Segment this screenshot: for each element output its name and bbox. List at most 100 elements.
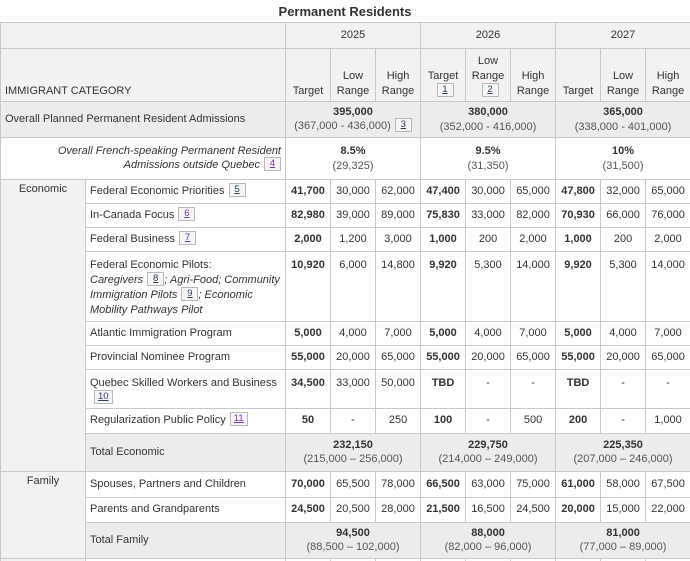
- value-cell: 65,500: [330, 470, 376, 498]
- value-cell: 47,800: [555, 179, 602, 204]
- value-cell: 1,000: [555, 227, 602, 252]
- value-cell: 24,500: [285, 496, 331, 523]
- value-cell: 33,000: [465, 203, 512, 228]
- french-2025-cell: 8.5% (29,325): [284, 137, 422, 180]
- footnote-2-link[interactable]: 2: [487, 84, 493, 95]
- value-cell: TBD: [420, 369, 467, 409]
- value-cell: 62,000: [374, 179, 422, 204]
- footnote-marker: 4: [264, 157, 281, 172]
- value-cell: -: [600, 407, 647, 434]
- value-cell: 4,000: [600, 321, 647, 346]
- target-header-2026-label: Target: [427, 70, 459, 83]
- value-cell: 1,000: [645, 407, 690, 434]
- row-label: Atlantic Immigration Program: [85, 321, 286, 346]
- table-row: Regularization Public Policy 11 50 - 250 …: [1, 407, 690, 434]
- value-cell: 7,000: [510, 321, 557, 346]
- footnote-8-link[interactable]: 8: [153, 272, 159, 284]
- value-cell: 39,000: [330, 203, 376, 228]
- value-cell: -: [600, 369, 647, 409]
- value-cell: TBD: [555, 369, 602, 409]
- footnote-4-link[interactable]: 4: [269, 158, 276, 170]
- value-cell: 89,000: [374, 203, 422, 228]
- high-range-header-2025: High Range: [374, 48, 422, 102]
- footnote-6-link[interactable]: 6: [184, 208, 190, 219]
- immigrant-category-header: IMMIGRANT CATEGORY: [0, 48, 286, 102]
- value-cell: 70,930: [555, 203, 602, 228]
- value-cell: 1,000: [420, 227, 467, 252]
- value-cell: 63,000: [465, 470, 512, 498]
- value-cell: 1,200: [330, 227, 376, 252]
- total-economic-2027-cell: 225,350 (207,000 – 246,000): [555, 432, 690, 472]
- footnote-1-link[interactable]: 1: [442, 84, 448, 95]
- footnote-3-link[interactable]: 3: [400, 119, 406, 131]
- overall-2025-range: (367,000 - 436,000) 3: [290, 118, 416, 134]
- value-cell: 2,000: [510, 227, 557, 252]
- value-cell: 15,000: [600, 496, 647, 523]
- footnote-marker: 8: [147, 271, 165, 286]
- value-cell: 14,000: [645, 251, 690, 322]
- overall-admissions-label: Overall Planned Permanent Resident Admis…: [0, 101, 286, 138]
- value-cell: 75,000: [510, 470, 557, 498]
- value-cell: 14,800: [374, 251, 422, 322]
- permanent-residents-table: 2025 2026 2027 IMMIGRANT CATEGORY Target…: [0, 22, 690, 561]
- overall-2026-range: (352,000 - 416,000): [439, 120, 537, 133]
- value-cell: 7,000: [374, 321, 422, 346]
- overall-2027-value: 365,000: [603, 105, 643, 118]
- overall-2027-range: (338,000 - 401,000): [574, 120, 672, 133]
- value-cell: 66,500: [420, 470, 467, 498]
- overall-2025-value: 395,000: [333, 105, 373, 118]
- value-cell: 58,000: [600, 470, 647, 498]
- value-cell: 70,000: [285, 470, 331, 498]
- value-cell: 2,000: [645, 227, 690, 252]
- value-cell: 55,000: [420, 345, 467, 370]
- value-cell: 20,000: [600, 345, 647, 370]
- footnote-marker: 5: [228, 183, 246, 197]
- category-economic: Economic: [0, 179, 86, 472]
- total-family-row: Total Family 94,500 (88,500 – 102,000) 8…: [1, 521, 690, 559]
- value-cell: 250: [374, 407, 422, 434]
- row-label: In-Canada Focus 6: [85, 203, 286, 228]
- footnote-10-link[interactable]: 10: [98, 390, 109, 402]
- value-cell: 32,000: [600, 179, 647, 204]
- overall-admissions-row: Overall Planned Permanent Resident Admis…: [0, 101, 690, 138]
- value-cell: -: [510, 369, 557, 409]
- category-family: Family: [0, 470, 86, 559]
- value-cell: 47,400: [420, 179, 467, 204]
- row-label: Federal Economic Pilots: Caregivers 8; Ag…: [85, 251, 286, 322]
- value-cell: 16,500: [465, 496, 512, 523]
- value-cell: 5,000: [555, 321, 602, 346]
- value-cell: 78,000: [374, 470, 422, 498]
- value-cell: 82,980: [285, 203, 331, 228]
- year-header-2026: 2026: [420, 22, 557, 49]
- total-economic-label: Total Economic: [85, 432, 286, 472]
- value-cell: 100: [420, 407, 467, 434]
- table-title: Permanent Residents: [278, 4, 412, 19]
- value-cell: 14,000: [510, 251, 557, 322]
- value-cell: 20,500: [330, 496, 376, 523]
- column-header-row: IMMIGRANT CATEGORY Target Low Range High…: [0, 48, 690, 102]
- footnote-11-link[interactable]: 11: [233, 413, 244, 425]
- footnote-9-link[interactable]: 9: [187, 287, 193, 299]
- year-header-2027: 2027: [555, 22, 690, 49]
- value-cell: 65,000: [374, 345, 422, 370]
- row-label: Federal Economic Priorities 5: [85, 179, 286, 204]
- footnote-marker: 11: [229, 412, 248, 427]
- value-cell: 9,920: [420, 251, 467, 322]
- value-cell: 500: [510, 407, 557, 434]
- footnote-marker: 1: [436, 83, 454, 97]
- row-label: Provincial Nominee Program: [85, 345, 286, 370]
- value-cell: 4,000: [465, 321, 512, 346]
- overall-2026-value: 380,000: [468, 105, 508, 118]
- value-cell: 3,000: [374, 227, 422, 252]
- low-range-header-2027: Low Range: [600, 48, 647, 102]
- footnote-7-link[interactable]: 7: [184, 232, 191, 243]
- table-row: Quebec Skilled Workers and Business10 34…: [1, 369, 690, 409]
- low-range-header-2025: Low Range: [330, 48, 376, 102]
- value-cell: 5,000: [285, 321, 331, 346]
- value-cell: 34,500: [285, 369, 331, 409]
- value-cell: 65,000: [645, 345, 690, 370]
- footnote-5-link[interactable]: 5: [234, 184, 240, 195]
- value-cell: -: [465, 369, 512, 409]
- value-cell: 5,300: [465, 251, 512, 322]
- value-cell: 50: [285, 407, 331, 434]
